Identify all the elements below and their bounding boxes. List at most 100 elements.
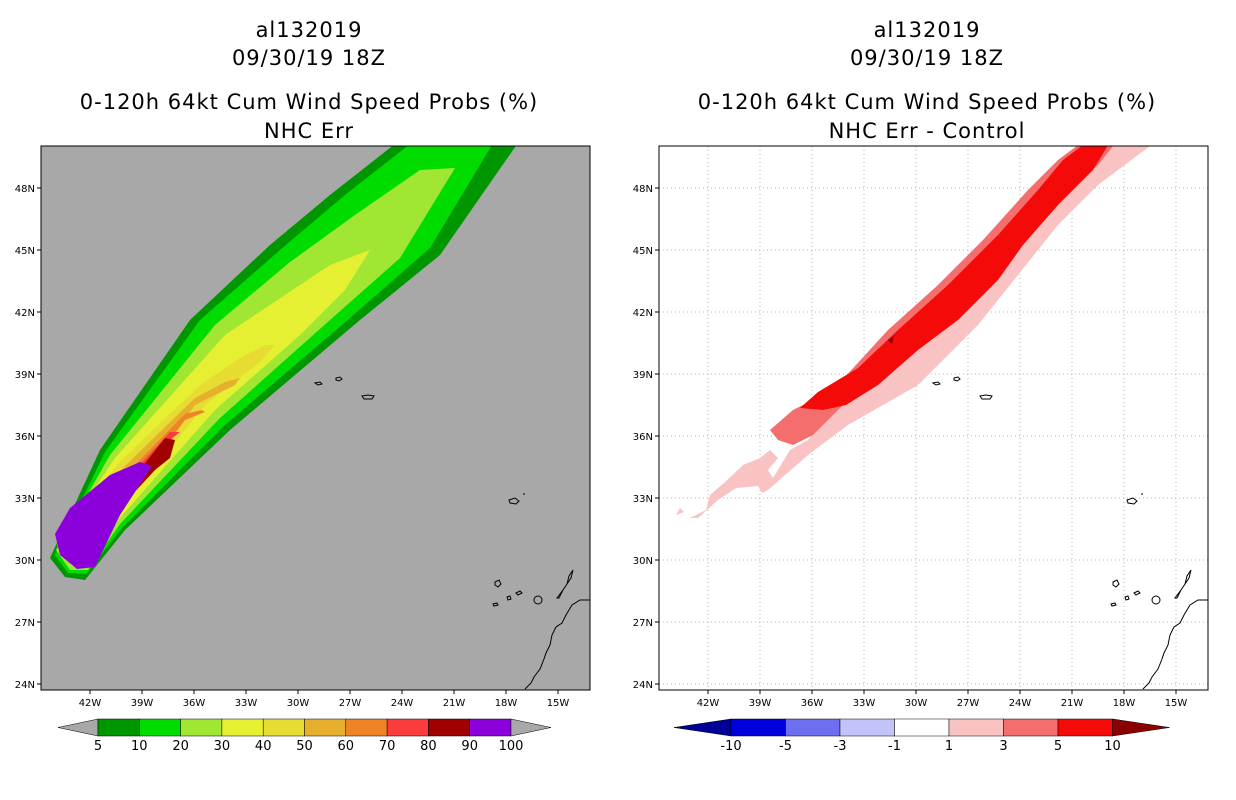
colorbar-box [1003, 718, 1059, 737]
lon-tick-label: 15W [547, 698, 570, 709]
storm-id-title: al132019 [873, 18, 981, 42]
lat-tick-label: 24N [15, 680, 35, 691]
lon-tick-label: 36W [801, 698, 824, 709]
colorbar-extend-high [510, 718, 552, 737]
lon-tick-label: 33W [235, 698, 258, 709]
lat-tick-label: 42N [633, 308, 653, 319]
lat-tick-label: 33N [633, 494, 653, 505]
lon-tick-label: 42W [79, 698, 102, 709]
lat-tick-label: 36N [633, 432, 653, 443]
lat-tick-label: 45N [15, 246, 35, 257]
colorbar-label: 30 [214, 739, 231, 754]
probability-swath [50, 146, 516, 580]
lon-tick-label: 30W [905, 698, 928, 709]
colorbar-box [894, 718, 950, 737]
lat-tick-label: 48N [15, 184, 35, 195]
lon-tick-label: 39W [131, 698, 154, 709]
colorbar-box [839, 718, 895, 737]
left-map: 48N 45N 42N 39N 36N 33N 30N 27N 24N 42W 39W 36W 33W… [15, 145, 591, 754]
colorbar-label: 1 [945, 739, 953, 754]
storm-id-title: al132019 [255, 18, 363, 42]
colorbar-label: 80 [420, 739, 437, 754]
colorbar-label: 5 [94, 739, 102, 754]
colorbar-box [730, 718, 786, 737]
subtitle: NHC Err [263, 119, 354, 143]
lat-tick-label: 42N [15, 308, 35, 319]
colorbar-box [428, 718, 470, 737]
lon-tick-label: 24W [1009, 698, 1032, 709]
colorbar-box [469, 718, 512, 737]
lon-tick-label: 36W [183, 698, 206, 709]
lon-tick-label: 27W [957, 698, 980, 709]
colorbar-label: -1 [888, 739, 901, 754]
lon-tick-label: 30W [287, 698, 310, 709]
lon-tick-label: 18W [1113, 698, 1136, 709]
lon-tick-label: 21W [443, 698, 466, 709]
colorbar-extend-high [1112, 718, 1170, 737]
colorbar-box [948, 718, 1004, 737]
colorbar: 5 10 20 30 40 50 60 70 80 90 100 [57, 718, 552, 754]
colorbar-extend-low [673, 718, 732, 737]
colorbar-label: 5 [1054, 739, 1062, 754]
colorbar-box [262, 718, 305, 737]
lon-tick-label: 24W [391, 698, 414, 709]
product-title: 0-120h 64kt Cum Wind Speed Probs (%) [697, 90, 1157, 114]
colorbar-box [180, 718, 223, 737]
colorbar-label: -5 [779, 739, 792, 754]
colorbar-label: 20 [172, 739, 189, 754]
colorbar-label: 100 [499, 739, 524, 754]
lat-tick-label: 33N [15, 494, 35, 505]
lon-tick-label: 27W [339, 698, 362, 709]
longitude-axis: 42W 39W 36W 33W 30W 27W 24W 21W 18W 15W [697, 690, 1188, 709]
colorbar-extend-low [57, 718, 99, 737]
lat-tick-label: 48N [633, 184, 653, 195]
lon-tick-label: 18W [495, 698, 518, 709]
lon-tick-label: 21W [1061, 698, 1084, 709]
lon-tick-label: 33W [853, 698, 876, 709]
longitude-axis: 42W 39W 36W 33W 30W 27W 24W 21W 18W 15W [79, 690, 570, 709]
colorbar-label: -10 [720, 739, 741, 754]
lon-tick-label: 15W [1165, 698, 1188, 709]
lat-tick-label: 24N [633, 680, 653, 691]
lon-tick-label: 39W [749, 698, 772, 709]
colorbar-box [345, 718, 388, 737]
coastlines [313, 376, 590, 690]
subtitle: NHC Err - Control [828, 119, 1026, 143]
lat-tick-label: 39N [633, 370, 653, 381]
colorbar-label: -3 [834, 739, 847, 754]
colorbar-label: 70 [379, 739, 396, 754]
coastlines [931, 376, 1208, 690]
colorbar-box [139, 718, 181, 737]
colorbar-label: 10 [1104, 739, 1121, 754]
date-title: 09/30/19 18Z [231, 46, 387, 70]
lon-tick-label: 42W [697, 698, 720, 709]
colorbar-label: 90 [461, 739, 478, 754]
colorbar-box [221, 718, 264, 737]
lat-tick-label: 39N [15, 370, 35, 381]
colorbar-box [386, 718, 429, 737]
colorbar-label: 10 [131, 739, 148, 754]
difference-swath [676, 146, 1150, 518]
colorbar-label: 60 [338, 739, 355, 754]
latitude-axis: 48N 45N 42N 39N 36N 33N 30N 27N 24N [15, 184, 41, 691]
map-background [659, 146, 1208, 690]
right-map: 48N 45N 42N 39N 36N 33N 30N 27N 24N 42W 39W 36W 33W… [633, 145, 1209, 754]
left-map-panel: al132019 09/30/19 18Z 0-120h 64kt Cum Wi… [15, 18, 591, 754]
right-map-panel: al132019 09/30/19 18Z 0-120h 64kt Cum Wi… [618, 0, 1236, 800]
lat-tick-label: 30N [15, 556, 35, 567]
colorbar-label: 3 [999, 739, 1007, 754]
lat-tick-label: 27N [633, 618, 653, 629]
date-title: 09/30/19 18Z [849, 46, 1005, 70]
colorbar-box [97, 718, 140, 737]
colorbar-box [785, 718, 841, 737]
colorbar-label: 50 [296, 739, 313, 754]
lat-tick-label: 36N [15, 432, 35, 443]
colorbar: -10 -5 -3 -1 1 3 5 10 [673, 718, 1170, 754]
lat-tick-label: 45N [633, 246, 653, 257]
lat-tick-label: 27N [15, 618, 35, 629]
colorbar-box [304, 718, 347, 737]
latitude-axis: 48N 45N 42N 39N 36N 33N 30N 27N 24N [633, 184, 659, 691]
product-title: 0-120h 64kt Cum Wind Speed Probs (%) [79, 90, 539, 114]
colorbar-box [1057, 718, 1113, 737]
lat-tick-label: 30N [633, 556, 653, 567]
